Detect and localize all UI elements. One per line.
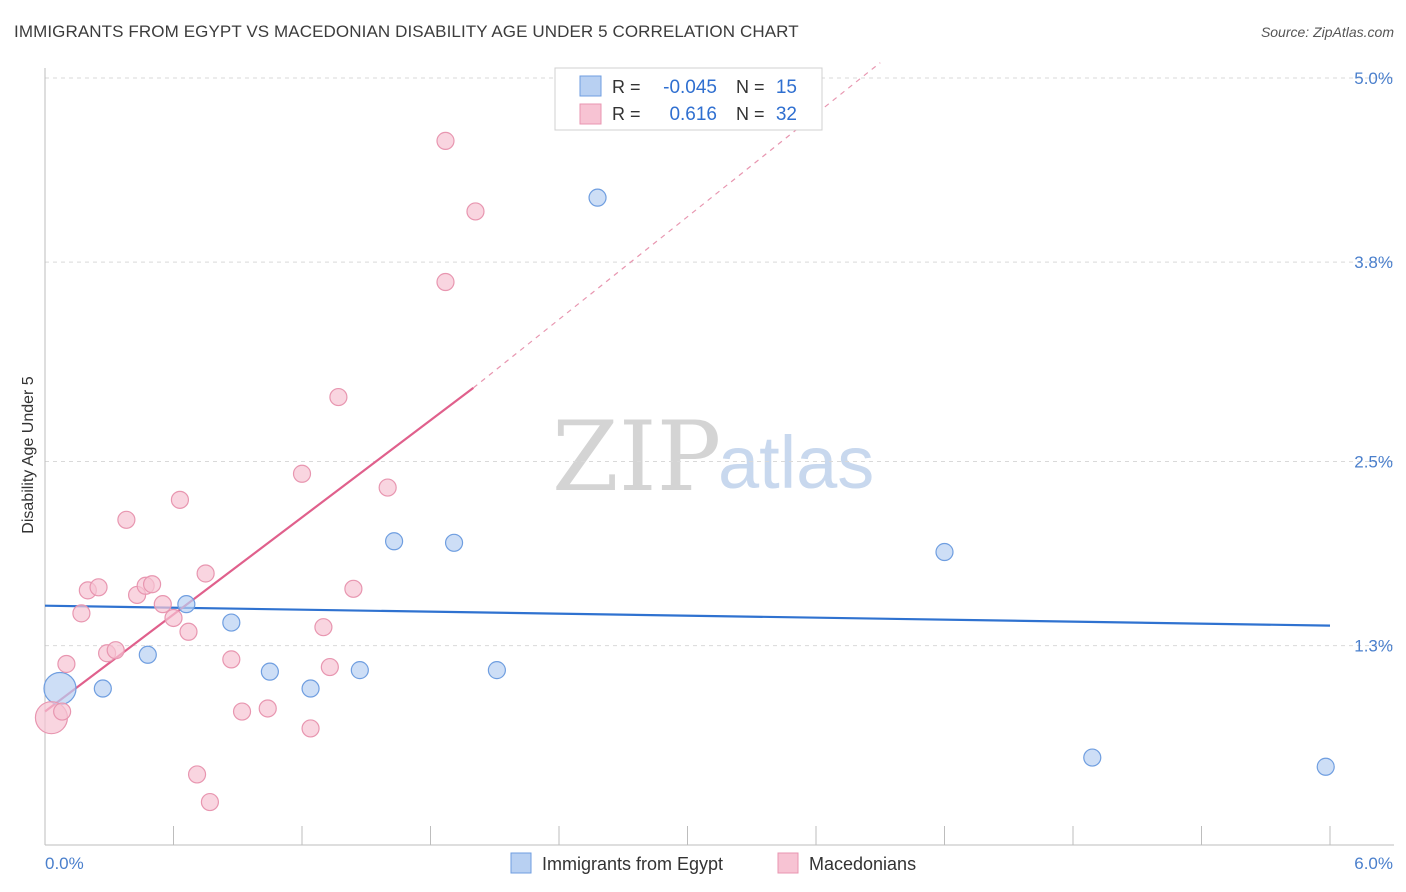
gridlines xyxy=(45,77,1394,647)
point-macedonians xyxy=(187,765,207,784)
point-egypt xyxy=(138,645,157,664)
point-egypt xyxy=(177,595,196,614)
point-macedonians xyxy=(232,702,252,721)
point-macedonians xyxy=(179,622,198,641)
legend-n-value-blue: 15 xyxy=(776,77,797,98)
point-macedonians xyxy=(53,702,72,721)
point-macedonians xyxy=(72,604,91,623)
stats-legend: R = -0.045 N = 15 R = 0.616 N = 32 xyxy=(554,67,823,131)
point-egypt xyxy=(444,533,464,552)
legend-n-label-blue: N = xyxy=(736,77,765,97)
point-egypt xyxy=(93,679,112,698)
point-egypt xyxy=(1316,757,1335,776)
series-legend-swatch-macedonians xyxy=(777,852,799,874)
x-tick-label-max: 6.0% xyxy=(1354,854,1393,873)
point-macedonians xyxy=(378,478,397,497)
point-egypt xyxy=(588,188,607,207)
chart-title: IMMIGRANTS FROM EGYPT VS MACEDONIAN DISA… xyxy=(14,22,799,41)
point-macedonians xyxy=(320,657,339,677)
y-tick-label: 3.8% xyxy=(1354,253,1393,272)
point-macedonians xyxy=(258,699,277,718)
data-points xyxy=(34,131,1335,812)
legend-swatch-blue xyxy=(579,75,602,97)
trend-line-macedonians xyxy=(44,386,474,713)
source-label: Source: ZipAtlas.com xyxy=(1260,24,1394,40)
point-macedonians xyxy=(222,650,241,669)
legend-r-value-pink: 0.616 xyxy=(669,104,717,125)
point-macedonians xyxy=(301,719,320,738)
point-egypt xyxy=(935,542,954,562)
point-egypt xyxy=(301,679,320,698)
point-egypt xyxy=(43,671,77,706)
y-tick-label: 2.5% xyxy=(1354,453,1393,472)
point-macedonians xyxy=(344,579,363,598)
watermark-zip: ZIP xyxy=(552,401,721,513)
point-egypt xyxy=(384,532,404,551)
point-macedonians xyxy=(314,618,333,637)
x-tick-labels: 0.0% 6.0% xyxy=(45,854,1393,873)
point-macedonians xyxy=(436,272,455,292)
point-macedonians xyxy=(142,575,162,594)
point-macedonians xyxy=(164,608,183,628)
watermark-atlas: atlas xyxy=(718,421,874,504)
legend-r-value-blue: -0.045 xyxy=(663,77,717,98)
point-macedonians xyxy=(57,654,76,674)
legend-r-label-pink: R = xyxy=(612,104,641,124)
y-tick-label: 1.3% xyxy=(1354,637,1393,656)
point-macedonians xyxy=(153,595,172,614)
x-tick-label-min: 0.0% xyxy=(45,854,84,873)
trend-lines xyxy=(44,62,1331,713)
y-tick-labels: 1.3% 2.5% 3.8% 5.0% xyxy=(1354,69,1393,656)
point-macedonians xyxy=(170,490,190,509)
point-egypt xyxy=(487,661,506,680)
point-egypt xyxy=(1083,748,1102,767)
legend-n-label-pink: N = xyxy=(736,104,765,124)
point-macedonians xyxy=(200,792,220,812)
point-macedonians xyxy=(436,131,455,150)
series-legend: Immigrants from Egypt Macedonians xyxy=(510,852,916,874)
point-macedonians xyxy=(329,387,348,407)
series-legend-label-egypt: Immigrants from Egypt xyxy=(542,854,723,874)
point-egypt xyxy=(260,662,279,681)
x-tick-marks xyxy=(173,826,1331,845)
point-egypt xyxy=(350,661,369,680)
legend-swatch-pink xyxy=(579,103,602,125)
point-egypt xyxy=(222,613,241,632)
legend-r-label-blue: R = xyxy=(612,77,641,97)
point-macedonians xyxy=(117,510,136,529)
legend-n-value-pink: 32 xyxy=(776,104,797,125)
point-macedonians xyxy=(466,202,485,221)
series-legend-label-macedonians: Macedonians xyxy=(809,854,916,874)
point-macedonians xyxy=(196,564,215,583)
point-macedonians xyxy=(106,641,125,660)
point-macedonians xyxy=(89,578,108,597)
trend-line-egypt xyxy=(44,604,1331,627)
y-axis-label: Disability Age Under 5 xyxy=(20,376,37,534)
point-macedonians xyxy=(292,464,312,483)
series-legend-swatch-egypt xyxy=(510,852,532,874)
y-tick-label: 5.0% xyxy=(1354,69,1393,88)
